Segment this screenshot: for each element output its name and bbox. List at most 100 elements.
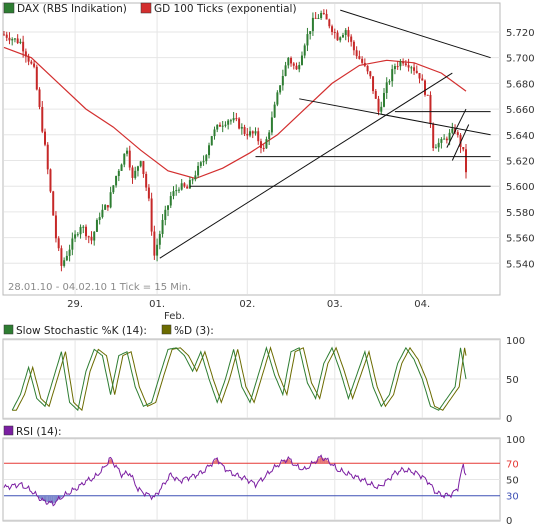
candle-body (424, 81, 426, 95)
candle-body (375, 91, 377, 99)
candle-body (66, 256, 68, 260)
candle-body (358, 56, 360, 59)
info-text: 28.01.10 - 04.02.10 1 Tick = 15 Min. (8, 282, 191, 293)
candle-body (6, 35, 8, 38)
candle-body (142, 161, 144, 174)
candle-body (432, 124, 434, 148)
candle-body (367, 66, 369, 72)
candle-body (451, 129, 453, 133)
price-panel (3, 3, 500, 295)
rsi-y-tick-label: 70 (506, 459, 519, 470)
candle-body (410, 67, 412, 68)
legend-stoch-d-swatch (162, 325, 171, 334)
y-tick-label: 5.700 (506, 54, 535, 65)
candle-body (167, 206, 169, 210)
candle-body (238, 119, 240, 129)
candle-body (260, 141, 262, 148)
candle-body (153, 232, 155, 256)
candle-body (189, 180, 191, 188)
candle-body (353, 42, 355, 50)
candle-body (399, 61, 401, 66)
y-tick-label: 5.540 (506, 259, 535, 270)
candle-body (208, 145, 210, 155)
candle-body (194, 175, 196, 179)
candle-body (140, 161, 142, 166)
candle-body (356, 50, 358, 56)
candle-body (71, 238, 73, 249)
candle-body (342, 35, 344, 37)
candle-body (192, 179, 194, 180)
candle-body (249, 131, 251, 135)
candle-body (402, 61, 404, 63)
candle-body (69, 250, 71, 256)
candle-body (315, 18, 317, 19)
candle-body (312, 18, 314, 31)
candle-body (416, 71, 418, 73)
candle-body (175, 190, 177, 191)
candle-body (216, 125, 218, 130)
candle-body (93, 232, 95, 241)
candle-body (183, 183, 185, 186)
candle-body (383, 93, 385, 107)
x-tick-label: 03. (327, 299, 343, 310)
candle-body (90, 237, 92, 241)
x-tick-sublabel: Feb. (164, 311, 185, 322)
legend-stoch-k-swatch (4, 325, 13, 334)
candle-body (372, 76, 374, 91)
legend-dax-swatch (4, 3, 14, 13)
candle-body (121, 165, 123, 171)
candle-body (268, 132, 270, 139)
candle-body (287, 58, 289, 65)
candle-body (211, 136, 213, 145)
candle-body (200, 162, 202, 166)
candle-body (159, 234, 161, 245)
legend-ema-label: GD 100 Ticks (exponential) (154, 3, 297, 15)
legend-ema-swatch (141, 3, 151, 13)
candle-body (82, 227, 84, 228)
legend-stoch-k-label: Slow Stochastic %K (14): (16, 325, 147, 337)
candle-body (427, 95, 429, 96)
y-tick-label: 5.680 (506, 79, 535, 90)
candle-body (391, 69, 393, 81)
candle-body (112, 185, 114, 192)
rsi-y-tick-label: 30 (506, 492, 519, 503)
candle-body (131, 167, 133, 177)
candle-body (301, 56, 303, 65)
candle-body (405, 63, 407, 65)
x-tick-label: 02. (239, 299, 255, 310)
candle-body (380, 107, 382, 112)
candle-body (293, 63, 295, 65)
price-y-axis: 5.5405.5605.5805.6005.6205.6405.6605.680… (506, 28, 535, 270)
candle-body (317, 18, 319, 19)
x-tick-label: 04. (414, 299, 430, 310)
candle-body (213, 130, 215, 137)
candle-body (290, 58, 292, 63)
legend-rsi-swatch (4, 426, 13, 435)
candle-body (421, 79, 423, 81)
y-tick-label: 5.560 (506, 234, 535, 245)
candle-body (186, 187, 188, 189)
candle-body (222, 126, 224, 127)
candle-body (203, 161, 205, 162)
candle-body (181, 183, 183, 189)
candle-body (326, 14, 328, 19)
candle-body (156, 245, 158, 256)
candle-body (347, 30, 349, 36)
candle-body (77, 234, 79, 235)
candle-body (118, 171, 120, 176)
candle-body (378, 99, 380, 112)
candle-body (246, 134, 248, 136)
y-tick-label: 5.640 (506, 131, 535, 142)
candle-body (96, 220, 98, 232)
candle-body (337, 33, 339, 41)
candle-body (197, 166, 199, 175)
stoch-y-tick-label: 100 (506, 336, 525, 347)
candle-body (276, 92, 278, 104)
candle-body (80, 227, 82, 234)
candle-body (429, 95, 431, 124)
rsi-oversold-fill (46, 496, 47, 502)
candle-body (328, 19, 330, 26)
candle-body (151, 198, 153, 231)
